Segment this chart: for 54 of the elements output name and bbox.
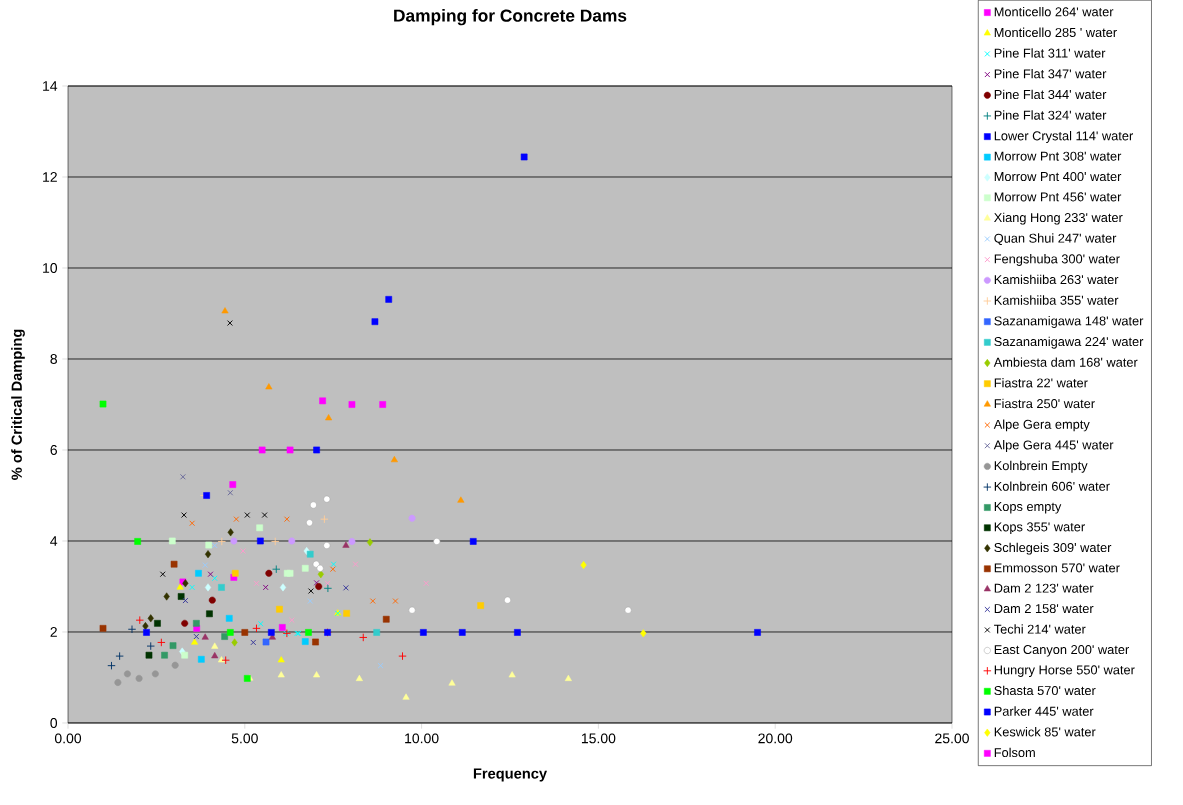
y-tick-label: 2	[50, 627, 57, 637]
legend-label: Morrow Pnt 308' water	[994, 151, 1122, 161]
legend-label: Alpe Gera empty	[993, 419, 1090, 432]
legend-label: Dam 2 123' water	[994, 583, 1094, 593]
legend-label: Dam 2 158' water	[994, 604, 1094, 614]
legend-label: Kolnbrein 606' water	[994, 481, 1110, 491]
legend-label: Kops empty	[994, 502, 1062, 514]
y-tick-label: 0	[50, 718, 58, 728]
legend-label: Pine Flat 324' water	[994, 110, 1107, 120]
legend-label: Pine Flat 311' water	[994, 48, 1106, 58]
legend-label: Kamishiiba 263' water	[994, 274, 1119, 285]
legend-label: Techi 214' water	[994, 624, 1086, 634]
legend-label: Shasta 570' water	[994, 685, 1096, 696]
legend-label: Folsom	[994, 747, 1035, 758]
y-axis-title: % of Critical Damping	[11, 329, 25, 480]
legend-label: Morrow Pnt 400' water	[994, 172, 1122, 182]
legend-label: Kops 355' water	[994, 522, 1085, 534]
y-tick-label: 8	[50, 354, 57, 364]
legend-label: Kamishiiba 355' water	[994, 295, 1119, 305]
x-tick-label: 25.00	[935, 733, 969, 744]
legend-label: Pine Flat 344' water	[994, 89, 1107, 100]
x-tick-label: 10.00	[405, 733, 439, 744]
legend-label: Quan Shui 247' water	[994, 233, 1117, 246]
legend-label: Emmosson 570' water	[994, 563, 1120, 573]
legend-label: Keswick 85' water	[994, 727, 1096, 737]
x-tick-label: 20.00	[758, 733, 793, 744]
x-tick-label: 5.00	[231, 733, 258, 744]
legend-label: Sazanamigawa 148' water	[994, 316, 1144, 328]
legend-label: Alpe Gera 445' water	[993, 440, 1114, 453]
legend-label: Xiang Hong 233' water	[994, 212, 1123, 225]
legend-label: Kolnbrein Empty	[994, 460, 1088, 473]
y-tick-label: 4	[50, 536, 58, 546]
legend-label: Fiastra 22' water	[994, 378, 1088, 388]
y-tick-label: 12	[43, 172, 57, 182]
y-tick-label: 10	[43, 263, 58, 273]
legend-label: Parker 445' water	[994, 706, 1094, 716]
legend-label: Lower Crystal 114' water	[994, 130, 1134, 143]
y-tick-label: 6	[50, 445, 57, 455]
legend-label: Fengshuba 300' water	[994, 254, 1120, 266]
legend-label: Hungry Horse 550' water	[994, 665, 1135, 677]
legend-label: Sazanamigawa 224' water	[994, 336, 1144, 349]
x-axis-title: Frequency	[473, 768, 547, 782]
legend-label: Ambiesta dam 168' water	[993, 357, 1138, 367]
legend-label: Monticello 264' water	[994, 6, 1114, 17]
chart-title: Damping for Concrete Dams	[394, 9, 627, 26]
legend-label: Fiastra 250' water	[994, 398, 1095, 409]
legend-label: Monticello 285 ' water	[994, 27, 1117, 37]
legend-label: Pine Flat 347' water	[994, 68, 1107, 79]
legend-label: Morrow Pnt 456' water	[994, 192, 1122, 202]
legend-label: Schlegeis 309' water	[994, 542, 1112, 555]
x-tick-label: 15.00	[581, 733, 616, 744]
y-tick-label: 14	[43, 81, 58, 91]
legend-label: East Canyon 200' water	[994, 645, 1130, 657]
x-tick-label: 0.00	[54, 733, 82, 744]
